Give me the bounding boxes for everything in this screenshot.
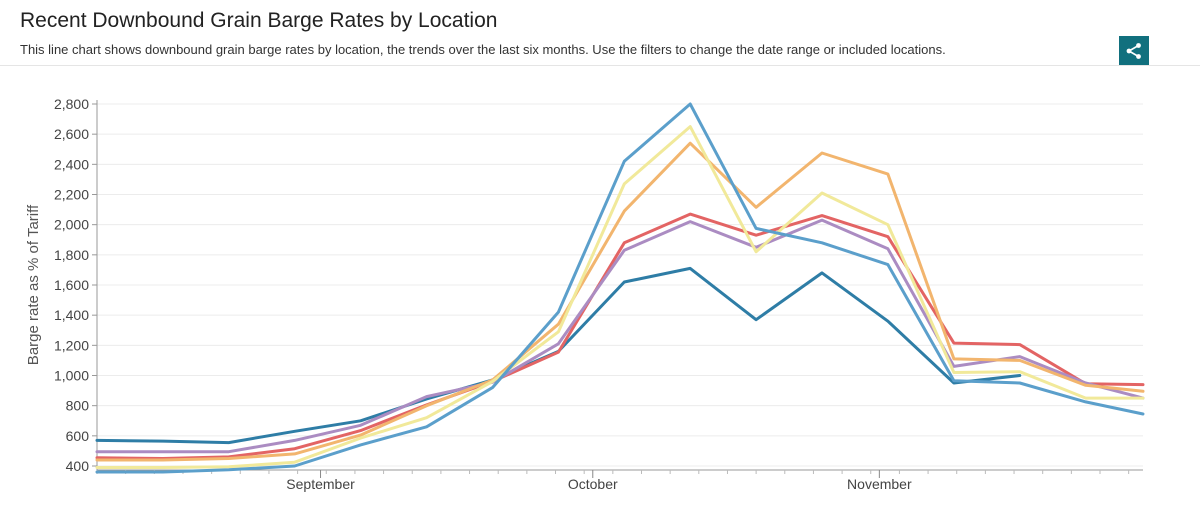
y-tick-label: 1,000	[54, 368, 89, 384]
series-line-5	[95, 125, 1145, 469]
share-icon	[1126, 43, 1141, 59]
y-tick-label: 1,200	[54, 337, 89, 353]
y-tick-label: 2,600	[54, 126, 89, 142]
x-tick-label: November	[847, 476, 912, 492]
page-subtitle: This line chart shows downbound grain ba…	[20, 42, 946, 57]
series-line-4	[95, 141, 1145, 462]
y-tick-label: 2,400	[54, 156, 89, 172]
y-tick-label: 1,400	[54, 307, 89, 323]
series-line-3	[95, 218, 1145, 454]
share-button[interactable]	[1119, 36, 1149, 66]
x-axis: September October November	[96, 469, 1143, 492]
y-tick-label: 2,000	[54, 217, 89, 233]
y-axis-label: Barge rate as % of Tariff	[25, 204, 42, 365]
y-axis-ticks: 400 600 800 1,000 1,200 1,400 1,600 1,800 2,000 2…	[54, 96, 98, 474]
series-line-1	[95, 266, 1022, 445]
y-tick-label: 600	[66, 428, 90, 444]
x-tick-label: October	[568, 476, 618, 492]
series-line-2	[95, 212, 1145, 460]
y-tick-label: 2,800	[54, 96, 89, 112]
page-title: Recent Downbound Grain Barge Rates by Lo…	[20, 9, 498, 32]
series-lines	[95, 102, 1145, 474]
x-tick-label: September	[286, 476, 355, 492]
y-tick-label: 1,600	[54, 277, 89, 293]
y-tick-label: 400	[66, 458, 90, 474]
y-tick-label: 2,200	[54, 187, 89, 203]
y-tick-label: 1,800	[54, 247, 89, 263]
header-divider	[0, 65, 1200, 66]
series-line-6	[95, 102, 1145, 474]
y-tick-label: 800	[66, 398, 90, 414]
